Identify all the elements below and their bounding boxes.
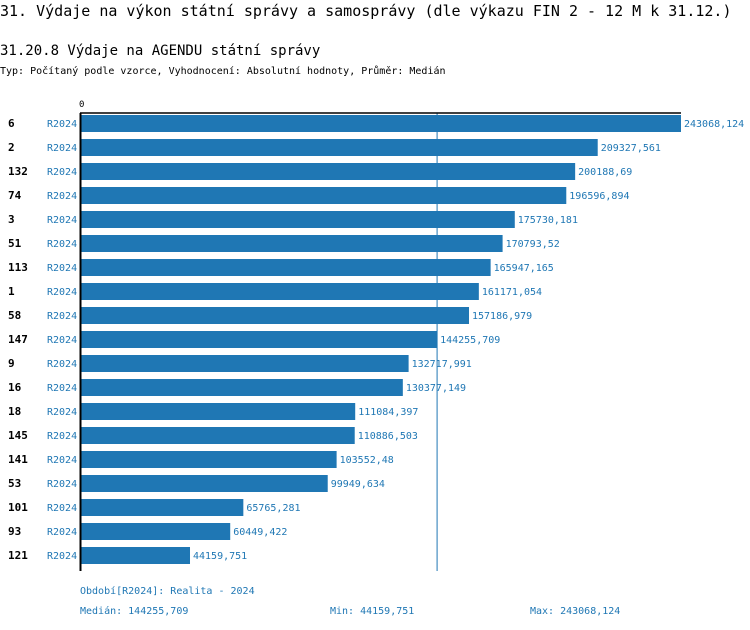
value-label: 175730,181 — [518, 215, 578, 226]
value-label: 111084,397 — [358, 407, 418, 418]
period-label: R2024 — [47, 239, 77, 250]
value-label: 170793,52 — [506, 239, 560, 250]
period-label: R2024 — [47, 551, 77, 562]
value-label: 209327,561 — [601, 143, 661, 154]
bar — [81, 187, 567, 204]
bar — [81, 403, 356, 420]
category-label: 53 — [8, 477, 21, 490]
period-label: R2024 — [47, 191, 77, 202]
bar — [81, 475, 328, 492]
value-label: 130377,149 — [406, 383, 466, 394]
bar — [81, 355, 409, 372]
bar — [81, 139, 598, 156]
chart-subtitle: Typ: Počítaný podle vzorce, Vyhodnocení:… — [0, 66, 446, 77]
category-label: 132 — [8, 165, 28, 178]
period-label: R2024 — [47, 359, 77, 370]
value-label: 110886,503 — [358, 431, 418, 442]
value-label: 196596,894 — [569, 191, 629, 202]
value-label: 157186,979 — [472, 311, 532, 322]
bar — [81, 163, 576, 180]
bar — [81, 235, 503, 252]
category-label: 6 — [8, 117, 15, 130]
x-tick-label: 0 — [79, 100, 84, 110]
section-title: 31. Výdaje na výkon státní správy a samo… — [0, 2, 732, 20]
category-label: 74 — [8, 189, 22, 202]
category-label: 147 — [8, 333, 28, 346]
period-label: R2024 — [47, 527, 77, 538]
period-label: R2024 — [47, 263, 77, 274]
category-label: 18 — [8, 405, 21, 418]
category-label: 2 — [8, 141, 15, 154]
category-label: 3 — [8, 213, 15, 226]
period-label: R2024 — [47, 431, 77, 442]
legend-median: Medián: 144255,709 — [80, 606, 189, 617]
value-label: 200188,69 — [578, 167, 632, 178]
category-label: 121 — [8, 549, 28, 562]
value-label: 243068,124 — [684, 119, 744, 130]
period-label: R2024 — [47, 287, 77, 298]
period-label: R2024 — [47, 455, 77, 466]
value-label: 165947,165 — [494, 263, 554, 274]
bar — [81, 523, 231, 540]
bar — [81, 451, 337, 468]
bar — [81, 259, 491, 276]
bar — [81, 547, 191, 564]
value-label: 60449,422 — [233, 527, 287, 538]
value-label: 65765,281 — [246, 503, 300, 514]
category-label: 145 — [8, 429, 28, 442]
value-label: 103552,48 — [340, 455, 394, 466]
bar — [81, 499, 244, 516]
bar — [81, 307, 470, 324]
category-label: 93 — [8, 525, 21, 538]
bar — [81, 283, 479, 300]
category-label: 141 — [8, 453, 28, 466]
period-label: R2024 — [47, 407, 77, 418]
period-label: R2024 — [47, 167, 77, 178]
bar — [81, 331, 438, 348]
legend-min: Min: 44159,751 — [330, 606, 415, 617]
period-label: R2024 — [47, 335, 77, 346]
category-label: 101 — [8, 501, 28, 514]
value-label: 99949,634 — [331, 479, 385, 490]
chart-title: 31.20.8 Výdaje na AGENDU státní správy — [0, 43, 321, 59]
category-label: 16 — [8, 381, 22, 394]
bar — [81, 211, 515, 228]
category-label: 51 — [8, 237, 22, 250]
category-label: 9 — [8, 357, 15, 370]
period-label: R2024 — [47, 215, 77, 226]
legend-max: Max: 243068,124 — [530, 606, 621, 617]
value-label: 144255,709 — [440, 335, 500, 346]
value-label: 161171,054 — [482, 287, 542, 298]
bar — [81, 379, 403, 396]
legend-period: Období[R2024]: Realita - 2024 — [80, 586, 255, 597]
period-label: R2024 — [47, 311, 77, 322]
bar — [81, 115, 681, 132]
period-label: R2024 — [47, 479, 77, 490]
category-label: 113 — [8, 261, 28, 274]
bar — [81, 427, 355, 444]
category-label: 58 — [8, 309, 21, 322]
value-label: 44159,751 — [193, 551, 247, 562]
period-label: R2024 — [47, 119, 77, 130]
period-label: R2024 — [47, 383, 77, 394]
category-label: 1 — [8, 285, 15, 298]
period-label: R2024 — [47, 503, 77, 514]
period-label: R2024 — [47, 143, 77, 154]
value-label: 132717,991 — [412, 359, 472, 370]
